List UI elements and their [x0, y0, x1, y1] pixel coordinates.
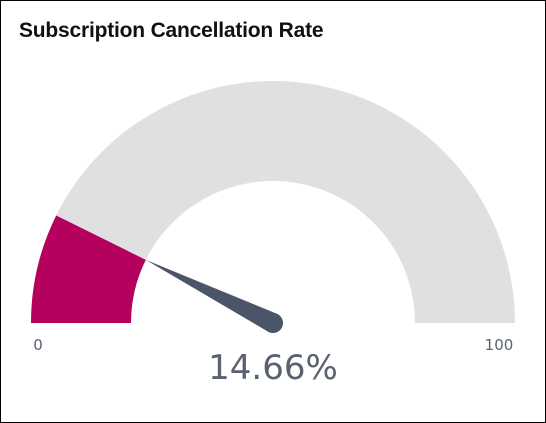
gauge-value-label: 14.66%: [208, 348, 338, 388]
gauge-needle: [145, 259, 283, 333]
gauge-track: [31, 81, 515, 323]
gauge-min-label: 0: [33, 336, 43, 354]
gauge-needle-hub: [263, 313, 283, 333]
gauge-value-arc: [31, 215, 146, 323]
chart-title: Subscription Cancellation Rate: [19, 19, 324, 42]
gauge-max-label: 100: [485, 336, 514, 354]
gauge-needle-pointer: [145, 259, 278, 332]
